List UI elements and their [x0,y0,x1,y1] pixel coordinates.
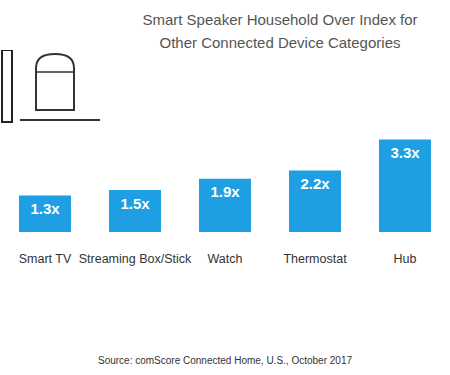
svg-text:2.2x: 2.2x [300,175,330,192]
svg-text:1.3x: 1.3x [30,200,60,217]
svg-text:Thermostat: Thermostat [283,252,347,266]
svg-text:1.5x: 1.5x [120,195,150,212]
svg-text:3.3x: 3.3x [390,144,420,161]
svg-text:Smart TV: Smart TV [19,252,72,266]
html-text:Source: comScore Connected Hom: Source: comScore Connected Home, U.S., O… [98,355,352,366]
svg-text:1.9x: 1.9x [210,183,240,200]
svg-text:Watch: Watch [208,252,243,266]
svg-text:Streaming Box/Stick: Streaming Box/Stick [79,252,192,266]
svg-text:Hub: Hub [394,252,417,266]
html-text:Smart Speaker Household Over I: Smart Speaker Household Over Index for O… [142,11,418,51]
